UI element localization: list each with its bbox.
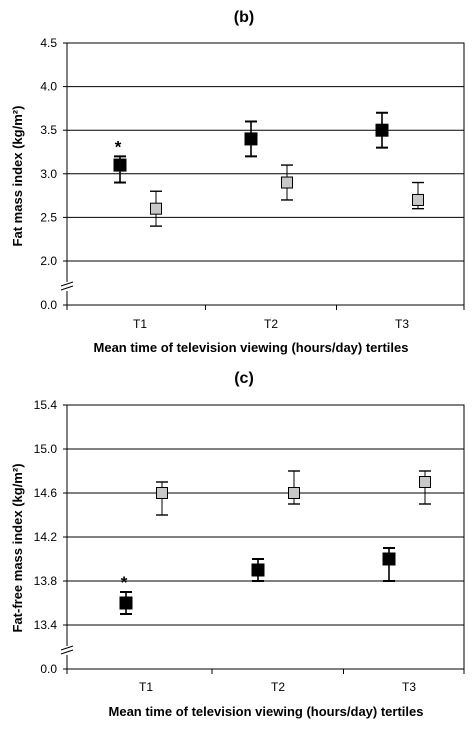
panel-c-marker-series-2-t1 bbox=[156, 487, 168, 499]
panel-c-y-tick-label: 15.0 bbox=[34, 442, 58, 456]
panel-b-marker-series-1-t2 bbox=[244, 132, 258, 146]
panel-b-y-axis-title: Fat mass index (kg/m²) bbox=[10, 106, 25, 247]
panel-c-y-tick-label: 0.0 bbox=[40, 662, 57, 676]
panel-c-fat-free-mass-index: (c) Fat-free mass index (kg/m²) Mean tim… bbox=[10, 370, 465, 719]
panel-b-data-marks: * bbox=[113, 111, 424, 227]
panel-c-significance-star: * bbox=[121, 573, 128, 592]
panel-c-x-tick-labels: T1 T2 T3 bbox=[139, 680, 416, 694]
panel-c-axis-break-mark bbox=[60, 649, 74, 655]
panel-b-category-label-t1: T1 bbox=[133, 317, 147, 331]
panel-c-x-axis-title: Mean time of television viewing (hours/d… bbox=[109, 704, 424, 719]
panel-b-marker-series-2-t2 bbox=[281, 176, 293, 189]
panel-c-y-tick-label: 13.8 bbox=[34, 574, 58, 588]
panel-c-title: (c) bbox=[234, 370, 254, 387]
panel-b-axis-break-gap bbox=[60, 282, 74, 291]
panel-c-y-tick-label: 13.4 bbox=[34, 618, 58, 632]
panel-b-y-tick-label: 2.0 bbox=[40, 254, 57, 268]
panel-c-marker-series-1-t2 bbox=[251, 563, 265, 577]
panel-c-axis-break-gap bbox=[60, 646, 74, 655]
panel-c-marker-series-2-t3 bbox=[419, 476, 431, 488]
panel-c-marker-series-1-t3 bbox=[382, 552, 396, 566]
panel-c-data-marks: * bbox=[119, 470, 431, 615]
panel-b-axis-break-mark bbox=[60, 285, 74, 291]
panel-b-y-tick-label: 0.0 bbox=[40, 298, 57, 312]
panel-c-y-tick-label: 15.4 bbox=[34, 398, 58, 412]
panel-c-y-tick-labels: 15.4 15.0 14.6 14.2 13.8 13.4 0.0 bbox=[34, 398, 58, 676]
panel-b-marker-series-1-t3 bbox=[375, 123, 389, 137]
panel-b-marker-series-1-t1 bbox=[113, 158, 127, 172]
panel-c-category-label-t2: T2 bbox=[271, 680, 285, 694]
panel-b-x-tick-labels: T1 T2 T3 bbox=[133, 317, 409, 331]
panel-b-gridlines bbox=[67, 86, 464, 262]
panel-b-y-tick-label: 3.5 bbox=[40, 123, 57, 137]
panel-c-category-label-t1: T1 bbox=[139, 680, 153, 694]
panel-c-marker-series-2-t2 bbox=[288, 487, 300, 499]
panel-b-x-axis-title: Mean time of television viewing (hours/d… bbox=[94, 340, 409, 355]
panel-b-title: (b) bbox=[234, 9, 254, 26]
panel-b-y-tick-label: 4.5 bbox=[40, 36, 57, 50]
panel-c-category-label-t3: T3 bbox=[402, 680, 416, 694]
panel-c-y-tick-label: 14.6 bbox=[34, 486, 58, 500]
panel-c-axis-break-mark bbox=[60, 645, 74, 651]
panel-b-y-tick-label: 4.0 bbox=[40, 80, 57, 94]
panel-b-y-tick-label: 3.0 bbox=[40, 167, 57, 181]
panel-b-y-tick-labels: 4.5 4.0 3.5 3.0 2.5 2.0 0.0 bbox=[40, 36, 57, 312]
panel-b-fat-mass-index: (b) Fat mass index (kg/m²) Mean time of … bbox=[10, 9, 465, 355]
panel-b-significance-star: * bbox=[115, 137, 122, 156]
panel-b-category-label-t2: T2 bbox=[264, 317, 278, 331]
panel-b-category-label-t3: T3 bbox=[395, 317, 409, 331]
panel-c-y-axis-title: Fat-free mass index (kg/m²) bbox=[10, 463, 25, 632]
panel-b-axis-break-mark bbox=[60, 281, 74, 287]
panel-c-marker-series-1-t1 bbox=[119, 596, 133, 610]
panel-c-gridlines bbox=[67, 448, 464, 626]
panel-b-y-tick-label: 2.5 bbox=[40, 210, 57, 224]
panel-b-marker-series-2-t3 bbox=[412, 193, 424, 206]
panel-b-marker-series-2-t1 bbox=[150, 202, 162, 215]
panel-c-y-tick-label: 14.2 bbox=[34, 530, 58, 544]
